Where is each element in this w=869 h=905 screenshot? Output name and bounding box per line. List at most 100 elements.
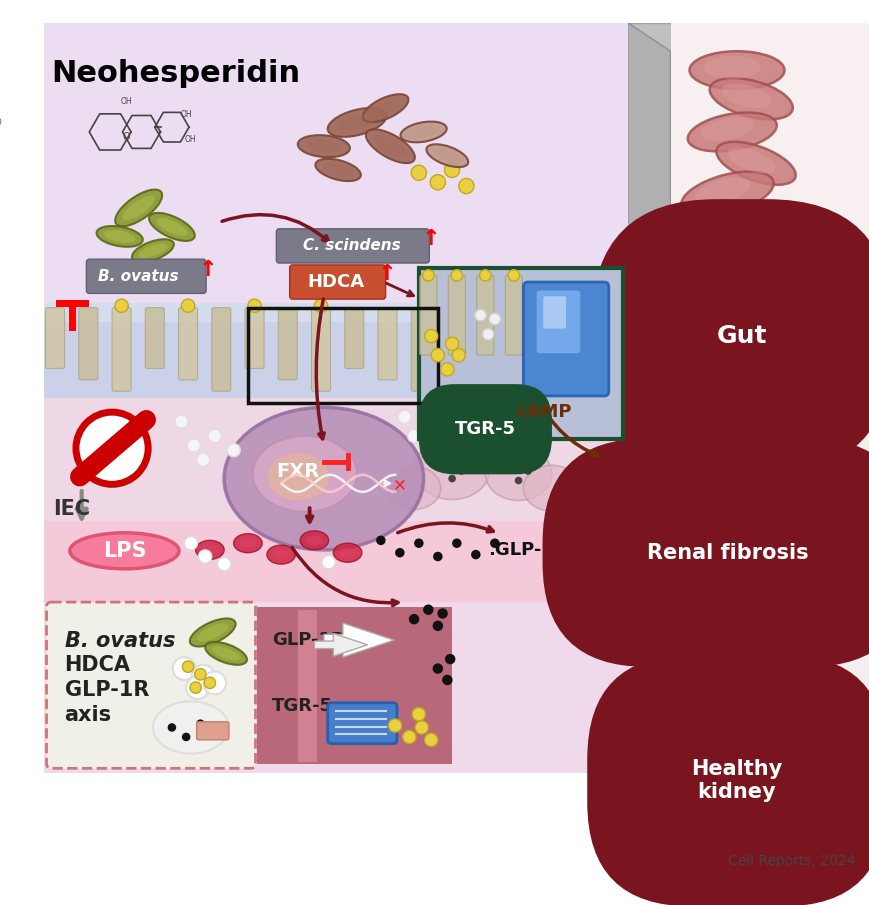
- Circle shape: [175, 415, 188, 428]
- Circle shape: [414, 538, 423, 548]
- FancyBboxPatch shape: [178, 308, 197, 380]
- Circle shape: [412, 708, 425, 720]
- Circle shape: [115, 300, 128, 312]
- Circle shape: [204, 677, 216, 689]
- Circle shape: [196, 453, 209, 466]
- FancyBboxPatch shape: [505, 275, 521, 355]
- Circle shape: [187, 439, 200, 452]
- Circle shape: [489, 538, 499, 548]
- Polygon shape: [627, 23, 869, 317]
- FancyBboxPatch shape: [477, 308, 496, 380]
- Circle shape: [182, 661, 194, 672]
- Ellipse shape: [149, 213, 195, 241]
- Ellipse shape: [153, 701, 229, 754]
- Circle shape: [76, 412, 148, 484]
- FancyBboxPatch shape: [510, 308, 529, 391]
- Ellipse shape: [400, 121, 446, 142]
- Circle shape: [445, 337, 458, 350]
- Ellipse shape: [433, 148, 461, 163]
- FancyBboxPatch shape: [328, 703, 396, 744]
- Text: .GLP-1: .GLP-1: [488, 541, 554, 559]
- Ellipse shape: [700, 118, 753, 141]
- Ellipse shape: [408, 126, 439, 138]
- Ellipse shape: [733, 672, 774, 719]
- FancyBboxPatch shape: [542, 296, 566, 329]
- FancyBboxPatch shape: [411, 308, 430, 391]
- FancyBboxPatch shape: [245, 308, 263, 368]
- Ellipse shape: [272, 550, 289, 559]
- FancyBboxPatch shape: [311, 308, 330, 391]
- FancyBboxPatch shape: [420, 275, 436, 355]
- Ellipse shape: [523, 465, 580, 511]
- Text: ↑: ↑: [198, 260, 217, 280]
- FancyBboxPatch shape: [544, 308, 562, 368]
- Circle shape: [422, 605, 433, 614]
- Ellipse shape: [718, 268, 796, 306]
- Ellipse shape: [414, 439, 489, 500]
- Bar: [670, 23, 869, 317]
- Circle shape: [407, 429, 421, 443]
- Circle shape: [710, 729, 725, 745]
- Text: Healthy
kidney: Healthy kidney: [691, 759, 782, 802]
- Ellipse shape: [306, 536, 322, 545]
- Bar: [418, 268, 622, 439]
- Ellipse shape: [731, 433, 776, 486]
- Circle shape: [507, 270, 519, 281]
- Ellipse shape: [96, 226, 143, 247]
- Ellipse shape: [703, 244, 760, 266]
- Circle shape: [388, 719, 401, 732]
- Circle shape: [422, 270, 434, 281]
- Circle shape: [189, 681, 201, 693]
- Ellipse shape: [709, 78, 792, 119]
- Text: TGR-5: TGR-5: [454, 420, 515, 438]
- Bar: [43, 23, 627, 773]
- Circle shape: [408, 614, 419, 624]
- Bar: [43, 398, 627, 521]
- Text: OH: OH: [185, 135, 196, 144]
- Circle shape: [415, 720, 428, 734]
- Circle shape: [424, 733, 437, 747]
- FancyBboxPatch shape: [112, 308, 131, 391]
- Ellipse shape: [680, 172, 773, 215]
- Circle shape: [452, 538, 461, 548]
- Ellipse shape: [685, 699, 712, 748]
- Text: HDCA: HDCA: [64, 655, 130, 675]
- Circle shape: [168, 723, 176, 732]
- FancyBboxPatch shape: [700, 724, 714, 756]
- Circle shape: [195, 669, 206, 680]
- Ellipse shape: [115, 189, 162, 226]
- Ellipse shape: [720, 83, 771, 109]
- FancyBboxPatch shape: [476, 275, 494, 355]
- Text: axis: axis: [64, 705, 111, 725]
- Ellipse shape: [710, 203, 796, 242]
- Text: B. ovatus: B. ovatus: [98, 269, 179, 284]
- Ellipse shape: [196, 624, 229, 642]
- Ellipse shape: [306, 139, 342, 153]
- Ellipse shape: [103, 230, 136, 243]
- Circle shape: [173, 657, 196, 680]
- Ellipse shape: [726, 148, 774, 174]
- Circle shape: [402, 730, 415, 744]
- Text: Gut: Gut: [716, 324, 766, 348]
- FancyBboxPatch shape: [344, 308, 363, 368]
- Circle shape: [208, 429, 221, 443]
- Ellipse shape: [689, 52, 784, 90]
- FancyBboxPatch shape: [444, 308, 463, 368]
- Text: HO: HO: [0, 118, 2, 127]
- Circle shape: [424, 329, 437, 343]
- Text: OH: OH: [121, 97, 132, 106]
- Ellipse shape: [703, 56, 760, 79]
- Ellipse shape: [252, 436, 356, 512]
- Text: LPS: LPS: [103, 541, 146, 561]
- Text: C. scindens: C. scindens: [303, 238, 401, 253]
- Ellipse shape: [723, 208, 774, 231]
- FancyBboxPatch shape: [377, 308, 396, 380]
- Ellipse shape: [201, 545, 218, 555]
- Ellipse shape: [670, 643, 803, 780]
- Ellipse shape: [297, 135, 349, 157]
- Ellipse shape: [362, 94, 408, 122]
- FancyBboxPatch shape: [211, 308, 230, 391]
- Circle shape: [470, 550, 480, 559]
- Polygon shape: [627, 23, 670, 346]
- Text: GLP-1R: GLP-1R: [64, 680, 149, 700]
